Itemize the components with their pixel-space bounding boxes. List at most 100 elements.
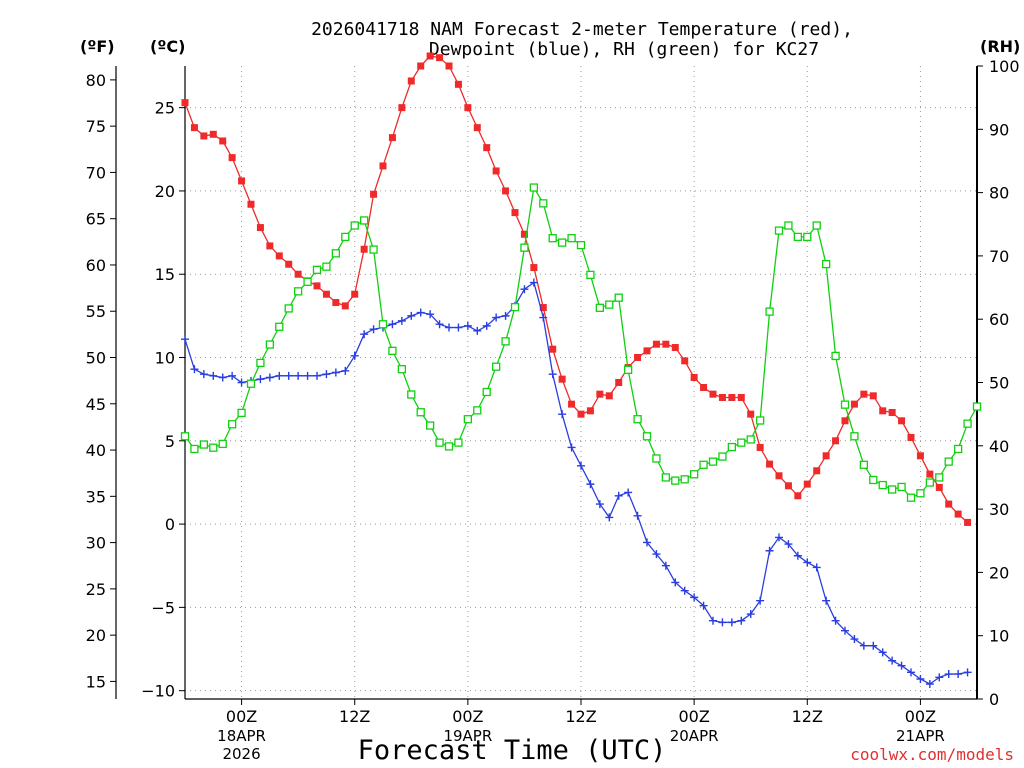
rh-point (548, 234, 557, 243)
date-label: 18APR (217, 727, 266, 745)
dewpoint-point (416, 308, 425, 317)
temperature-point (247, 200, 255, 208)
dewpoint-point (237, 378, 246, 387)
temperature-point (879, 407, 887, 415)
temperature-point (275, 252, 283, 260)
rh-point (963, 419, 972, 428)
fahrenheit-tick-label: 20 (86, 626, 106, 645)
temperature-point (445, 62, 453, 70)
dewpoint-point (793, 551, 802, 560)
rh-point (661, 473, 671, 482)
dewpoint-point (294, 371, 303, 380)
temperature-point (954, 510, 962, 518)
temperature-point (539, 304, 547, 312)
temperature-point (869, 392, 877, 400)
rh-point (953, 444, 963, 454)
rh-point (350, 221, 359, 230)
temperature-point (558, 375, 566, 383)
temperature-point (662, 340, 670, 348)
temperature-point (332, 299, 340, 307)
rh-point (463, 415, 473, 424)
rh-point (689, 470, 699, 479)
rh-point (482, 387, 491, 397)
dewpoint-point (944, 670, 953, 679)
dewpoint-point (190, 365, 199, 374)
dewpoint-point (727, 618, 736, 627)
dewpoint-point (765, 546, 774, 555)
dewpoint-point (954, 670, 963, 679)
temperature-point (756, 443, 764, 451)
celsius-tick-label: 5 (165, 432, 175, 451)
rh-point (755, 416, 765, 425)
dewpoint-point (690, 593, 699, 602)
rh-point (539, 199, 548, 208)
dewpoint-point (595, 500, 604, 509)
rh-point (209, 443, 218, 452)
dewpoint-point (275, 371, 284, 380)
temperature-point (888, 408, 896, 416)
temperature-point (822, 452, 830, 460)
rh-point (633, 415, 642, 424)
rh-tick-label: 0 (989, 690, 999, 709)
temperature-point (568, 400, 576, 408)
rh-point (397, 365, 407, 374)
rh-point (576, 240, 586, 250)
rh-point (821, 259, 831, 269)
dewpoint-point (426, 310, 435, 319)
rh-point (520, 243, 529, 252)
temperature-point (266, 242, 274, 250)
dewpoint-point (614, 491, 623, 500)
rh-point (275, 322, 284, 331)
temperature-point (370, 190, 378, 198)
temperature-point (841, 417, 849, 425)
rh-point (303, 277, 312, 287)
dewpoint-point (265, 373, 274, 382)
rh-point (737, 438, 746, 447)
temperature-point (643, 347, 651, 355)
temperature-point (238, 177, 246, 185)
dewpoint-point (737, 616, 746, 625)
fahrenheit-tick-label: 35 (86, 487, 106, 506)
temperature-point (766, 460, 774, 468)
rh-point (199, 440, 209, 449)
rh-point (812, 221, 821, 230)
rh-point (444, 442, 454, 451)
dewpoint-point (529, 278, 538, 287)
source-credit: coolwx.com/models (850, 745, 1014, 764)
fahrenheit-tick-label: 25 (86, 580, 106, 599)
temperature-point (964, 518, 972, 526)
dewpoint-point (473, 326, 482, 335)
fahrenheit-tick-label: 30 (86, 534, 106, 553)
rh-point (595, 303, 605, 312)
dewpoint-point (567, 443, 576, 452)
rh-point (407, 390, 416, 399)
temperature-point (464, 104, 472, 112)
date-label: 20APR (670, 727, 719, 745)
rh-point (765, 307, 774, 316)
dewpoint-point (331, 368, 340, 377)
rh-point (840, 400, 850, 409)
dewpoint-point (435, 320, 444, 329)
fahrenheit-tick-label: 55 (86, 302, 106, 321)
dewpoint-point (256, 375, 265, 384)
dewpoint-point (539, 313, 548, 322)
temperature-point (916, 452, 924, 460)
dewpoint-point (624, 488, 633, 497)
rh-point (322, 262, 331, 271)
temperature-point (294, 270, 302, 278)
temperature-point (813, 467, 821, 475)
rh-point (878, 480, 887, 490)
temperature-point (502, 187, 510, 195)
celsius-tick-label: 0 (165, 515, 175, 534)
dewpoint-point (916, 675, 925, 684)
temperature-line (184, 55, 969, 523)
temperature-point (341, 302, 349, 310)
celsius-tick-label: 20 (155, 182, 175, 201)
time-tick-label: 00Z (678, 707, 709, 726)
celsius-tick-label: 10 (155, 349, 175, 368)
rh-point (859, 460, 869, 469)
temperature-point (907, 433, 915, 441)
dewpoint-point (463, 321, 472, 330)
temperature-point (945, 500, 953, 508)
